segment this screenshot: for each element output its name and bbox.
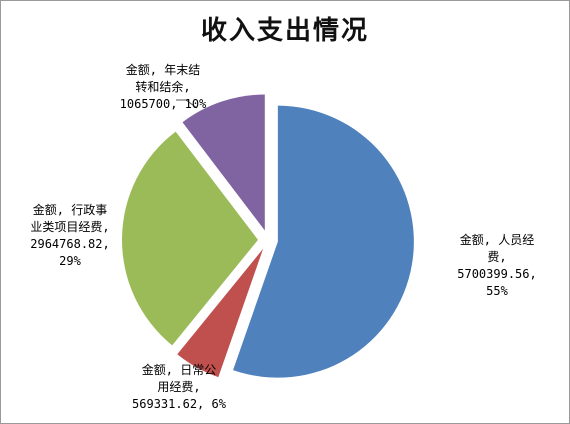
slice-personnel — [233, 105, 414, 378]
slice-daily-public — [177, 248, 264, 378]
label-line: 用经费, — [157, 380, 201, 394]
label-line: 业类项目经费, — [30, 220, 110, 234]
label-carryover: 金额, 年末结 转和结余, 1065700, 10% — [100, 62, 226, 113]
label-line: 29% — [59, 254, 81, 268]
label-project: 金额, 行政事 业类项目经费, 2964768.82, 29% — [10, 202, 130, 270]
slice-project — [122, 131, 259, 346]
leader-line — [176, 99, 198, 109]
label-personnel: 金额, 人员经 费, 5700399.56, 55% — [438, 232, 556, 300]
label-line: 转和结余, — [135, 80, 191, 94]
label-line: 费, — [487, 250, 507, 264]
label-line: 2964768.82, — [30, 237, 110, 251]
label-line: 金额, 行政事 — [32, 203, 108, 217]
label-line: 金额, 年末结 — [125, 63, 201, 77]
label-line: 金额, 人员经 — [459, 233, 535, 247]
label-line: 金额, 日常公 — [141, 363, 217, 377]
label-daily-public: 金额, 日常公 用经费, 569331.62, 6% — [118, 362, 240, 413]
label-line: 1065700, 10% — [119, 97, 207, 111]
label-line: 55% — [486, 284, 508, 298]
label-line: 569331.62, 6% — [132, 397, 226, 411]
chart-title: 收入支出情况 — [200, 16, 369, 46]
label-line: 5700399.56, — [457, 267, 537, 281]
slice-carryover — [182, 94, 265, 231]
